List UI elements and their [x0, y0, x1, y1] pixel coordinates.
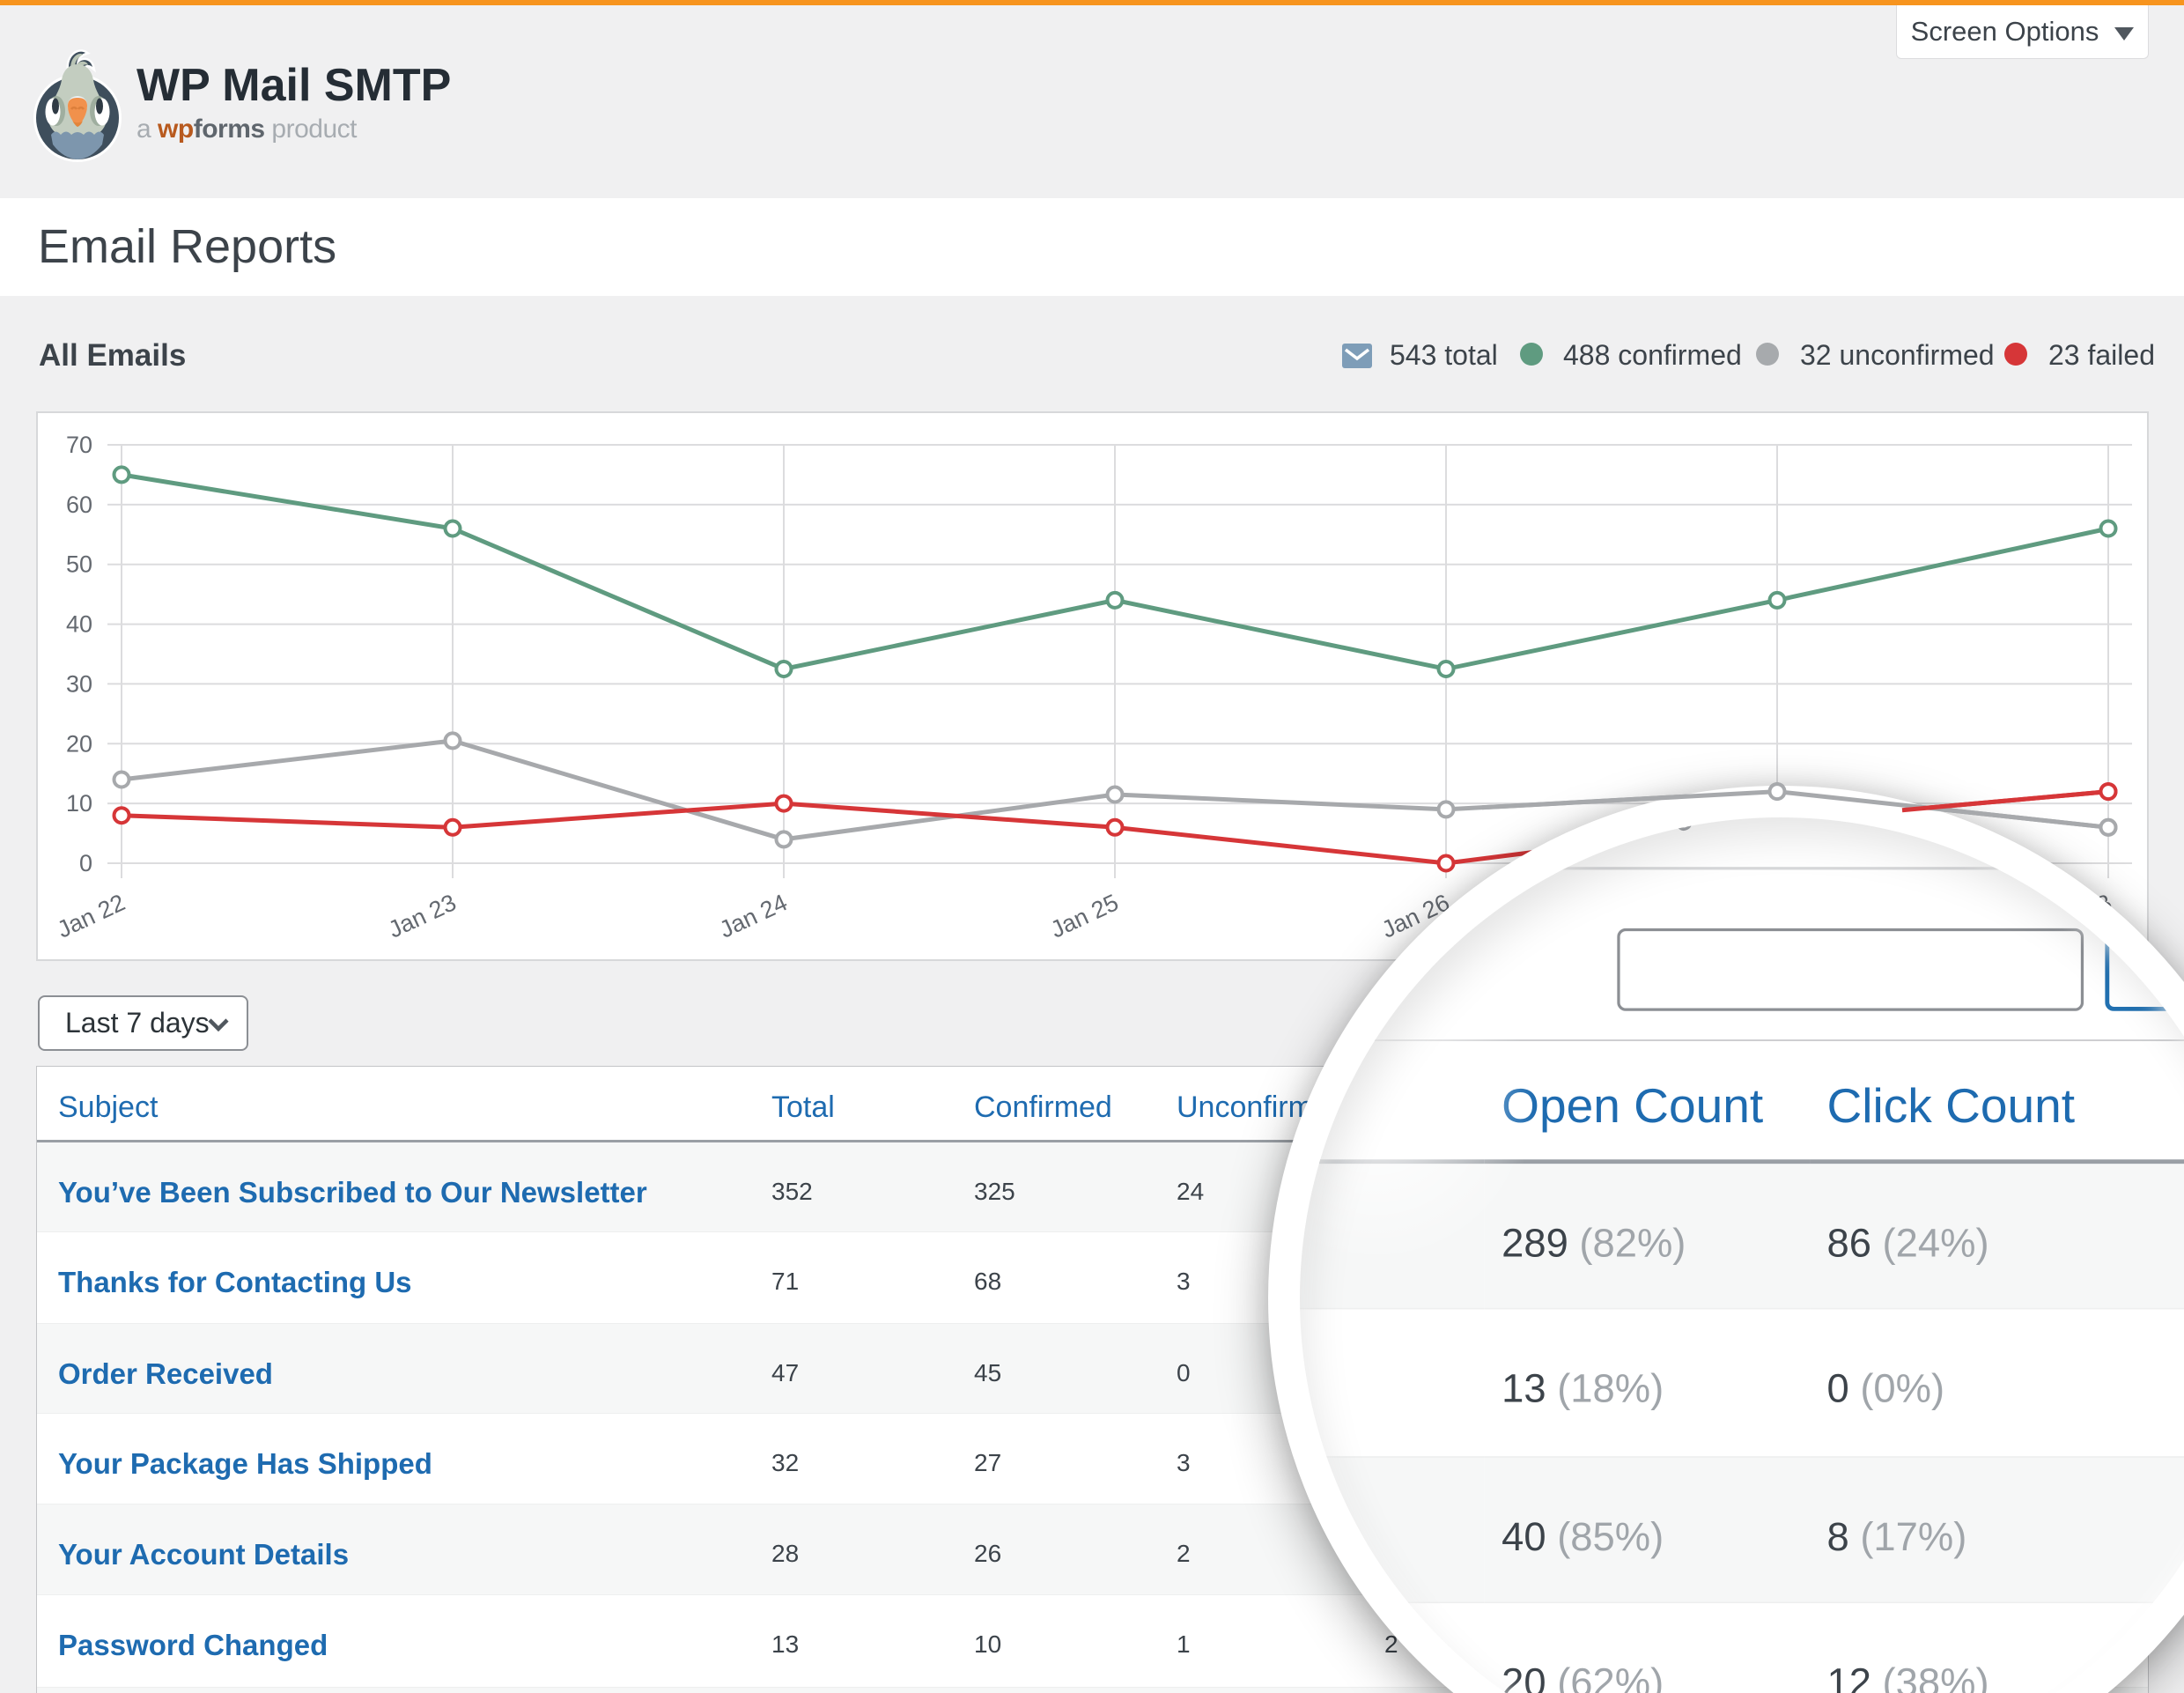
- svg-text:Jan 27: Jan 27: [1664, 817, 1788, 841]
- svg-text:30: 30: [66, 670, 92, 697]
- svg-text:40: 40: [66, 611, 92, 638]
- svg-text:70: 70: [66, 432, 92, 458]
- svg-text:50: 50: [66, 551, 92, 578]
- svg-text:20: 20: [66, 730, 92, 757]
- svg-text:60: 60: [66, 492, 92, 518]
- svg-text:Jan 23: Jan 23: [384, 889, 460, 943]
- svg-text:0: 0: [79, 850, 92, 876]
- svg-text:Jan 22: Jan 22: [53, 889, 129, 943]
- svg-text:Jan 25: Jan 25: [1046, 889, 1122, 943]
- svg-text:10: 10: [66, 790, 92, 817]
- svg-text:Jan 24: Jan 24: [715, 889, 791, 943]
